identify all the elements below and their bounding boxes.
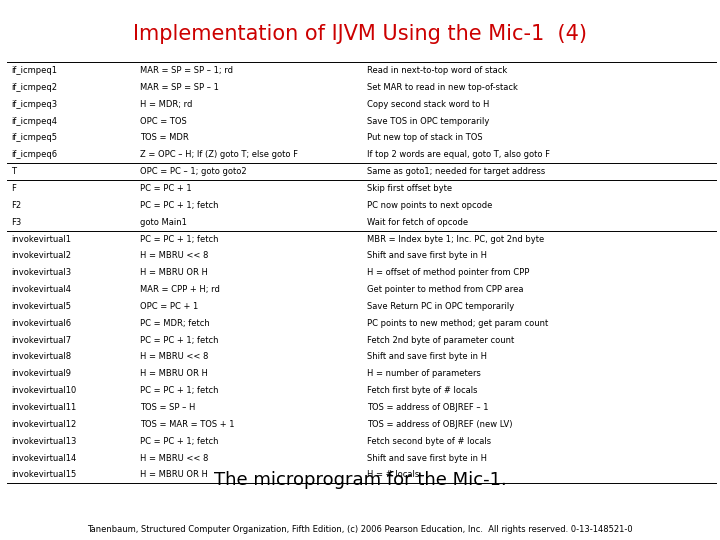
Text: PC = PC + 1; fetch: PC = PC + 1; fetch [140,386,219,395]
Text: if_icmpeq2: if_icmpeq2 [11,83,57,92]
Text: MAR = CPP + H; rd: MAR = CPP + H; rd [140,285,220,294]
Text: H = MBRU << 8: H = MBRU << 8 [140,353,209,361]
Text: TOS = MAR = TOS + 1: TOS = MAR = TOS + 1 [140,420,235,429]
Text: PC points to new method; get param count: PC points to new method; get param count [367,319,549,328]
Text: invokevirtual7: invokevirtual7 [11,335,71,345]
Text: PC = PC + 1; fetch: PC = PC + 1; fetch [140,234,219,244]
Text: PC = PC + 1; fetch: PC = PC + 1; fetch [140,335,219,345]
Text: H = offset of method pointer from CPP: H = offset of method pointer from CPP [367,268,530,277]
Text: Tanenbaum, Structured Computer Organization, Fifth Edition, (c) 2006 Pearson Edu: Tanenbaum, Structured Computer Organizat… [87,524,633,534]
Text: Wait for fetch of opcode: Wait for fetch of opcode [367,218,468,227]
Text: If top 2 words are equal, goto T, also goto F: If top 2 words are equal, goto T, also g… [367,150,550,159]
Text: invokevirtual9: invokevirtual9 [11,369,71,379]
Text: Save Return PC in OPC temporarily: Save Return PC in OPC temporarily [367,302,515,311]
Text: invokevirtual11: invokevirtual11 [11,403,76,412]
Text: PC = MDR; fetch: PC = MDR; fetch [140,319,210,328]
Text: F: F [11,184,16,193]
Text: H = MBRU << 8: H = MBRU << 8 [140,454,209,463]
Text: PC = PC + 1; fetch: PC = PC + 1; fetch [140,201,219,210]
Text: Copy second stack word to H: Copy second stack word to H [367,100,490,109]
Text: invokevirtual15: invokevirtual15 [11,470,76,480]
Text: Z = OPC – H; If (Z) goto T; else goto F: Z = OPC – H; If (Z) goto T; else goto F [140,150,298,159]
Text: Implementation of IJVM Using the Mic-1  (4): Implementation of IJVM Using the Mic-1 (… [133,24,587,44]
Text: H = MBRU OR H: H = MBRU OR H [140,369,208,379]
Text: TOS = MDR: TOS = MDR [140,133,189,143]
Text: Set MAR to read in new top-of-stack: Set MAR to read in new top-of-stack [367,83,518,92]
Text: PC = PC + 1: PC = PC + 1 [140,184,192,193]
Text: goto Main1: goto Main1 [140,218,187,227]
Text: MAR = SP = SP – 1; rd: MAR = SP = SP – 1; rd [140,66,233,75]
Text: invokevirtual14: invokevirtual14 [11,454,76,463]
Text: Skip first offset byte: Skip first offset byte [367,184,452,193]
Text: if_icmpeq4: if_icmpeq4 [11,117,57,126]
Text: H = MBRU OR H: H = MBRU OR H [140,470,208,480]
Text: if_icmpeq3: if_icmpeq3 [11,100,57,109]
Text: if_icmpeq6: if_icmpeq6 [11,150,57,159]
Text: OPC = PC + 1: OPC = PC + 1 [140,302,199,311]
Text: OPC = TOS: OPC = TOS [140,117,187,126]
Text: Save TOS in OPC temporarily: Save TOS in OPC temporarily [367,117,490,126]
Text: if_icmpeq1: if_icmpeq1 [11,66,57,75]
Text: Get pointer to method from CPP area: Get pointer to method from CPP area [367,285,523,294]
Text: invokevirtual10: invokevirtual10 [11,386,76,395]
Text: invokevirtual3: invokevirtual3 [11,268,71,277]
Text: MAR = SP = SP – 1: MAR = SP = SP – 1 [140,83,220,92]
Text: PC = PC + 1; fetch: PC = PC + 1; fetch [140,437,219,445]
Text: TOS = address of OBJREF – 1: TOS = address of OBJREF – 1 [367,403,489,412]
Text: Fetch first byte of # locals: Fetch first byte of # locals [367,386,477,395]
Text: The microprogram for the Mic-1.: The microprogram for the Mic-1. [214,471,506,489]
Text: H = MDR; rd: H = MDR; rd [140,100,193,109]
Text: H = MBRU OR H: H = MBRU OR H [140,268,208,277]
Text: F2: F2 [11,201,21,210]
Text: H = # locals: H = # locals [367,470,420,480]
Text: TOS = address of OBJREF (new LV): TOS = address of OBJREF (new LV) [367,420,513,429]
Text: invokevirtual2: invokevirtual2 [11,251,71,260]
Text: Shift and save first byte in H: Shift and save first byte in H [367,454,487,463]
Text: if_icmpeq5: if_icmpeq5 [11,133,57,143]
Text: invokevirtual5: invokevirtual5 [11,302,71,311]
Text: Shift and save first byte in H: Shift and save first byte in H [367,251,487,260]
Text: invokevirtual4: invokevirtual4 [11,285,71,294]
Text: Shift and save first byte in H: Shift and save first byte in H [367,353,487,361]
Text: Same as goto1; needed for target address: Same as goto1; needed for target address [367,167,546,176]
Text: invokevirtual13: invokevirtual13 [11,437,76,445]
Text: MBR = Index byte 1; Inc. PC, got 2nd byte: MBR = Index byte 1; Inc. PC, got 2nd byt… [367,234,544,244]
Text: invokevirtual8: invokevirtual8 [11,353,71,361]
Text: H = MBRU << 8: H = MBRU << 8 [140,251,209,260]
Text: H = number of parameters: H = number of parameters [367,369,481,379]
Text: TOS = SP – H: TOS = SP – H [140,403,196,412]
Text: invokevirtual12: invokevirtual12 [11,420,76,429]
Text: Fetch second byte of # locals: Fetch second byte of # locals [367,437,491,445]
Text: T: T [11,167,16,176]
Text: OPC = PC – 1; goto goto2: OPC = PC – 1; goto goto2 [140,167,247,176]
Text: Read in next-to-top word of stack: Read in next-to-top word of stack [367,66,508,75]
Text: Fetch 2nd byte of parameter count: Fetch 2nd byte of parameter count [367,335,515,345]
Text: invokevirtual6: invokevirtual6 [11,319,71,328]
Text: invokevirtual1: invokevirtual1 [11,234,71,244]
Text: F3: F3 [11,218,21,227]
Text: PC now points to next opcode: PC now points to next opcode [367,201,492,210]
Text: Put new top of stack in TOS: Put new top of stack in TOS [367,133,483,143]
